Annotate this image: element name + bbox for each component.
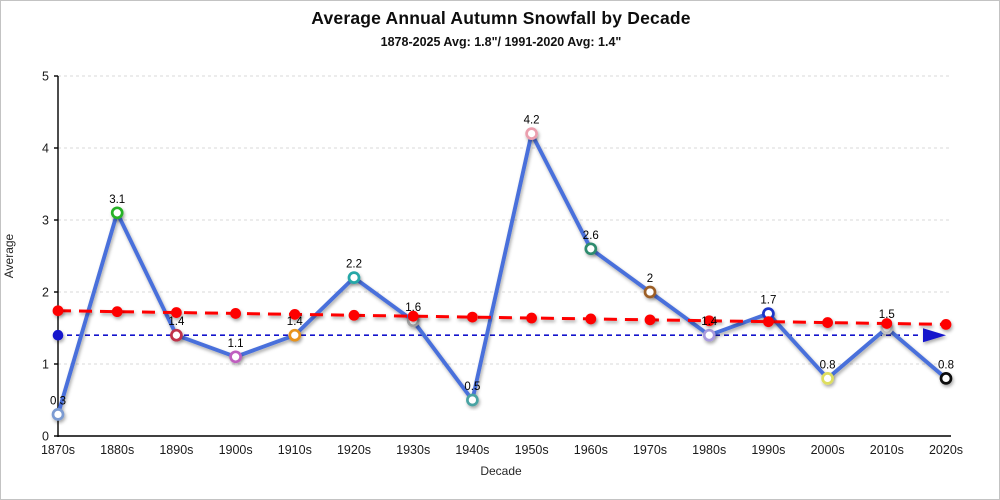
y-tick-label: 4 bbox=[42, 142, 49, 156]
x-tick-label: 1930s bbox=[396, 443, 430, 457]
x-tick-label: 1950s bbox=[515, 443, 549, 457]
trend-point bbox=[348, 309, 360, 321]
trend-point bbox=[171, 307, 182, 318]
chart-subtitle: 1878-2025 Avg: 1.8"/ 1991-2020 Avg: 1.4" bbox=[380, 35, 622, 49]
data-label: 1.4 bbox=[168, 316, 185, 328]
data-point-marker bbox=[643, 285, 657, 299]
y-tick-label: 3 bbox=[42, 214, 49, 228]
data-label: 1.4 bbox=[287, 316, 304, 328]
data-point-marker bbox=[525, 127, 538, 140]
chart-title: Average Annual Autumn Snowfall by Decade bbox=[311, 8, 691, 28]
x-tick-label: 1900s bbox=[219, 443, 253, 457]
data-point-marker bbox=[170, 328, 183, 342]
x-tick-label: 1970s bbox=[633, 443, 667, 457]
y-tick-label: 0 bbox=[42, 430, 49, 444]
series-line bbox=[56, 131, 948, 417]
x-tick-label: 1890s bbox=[159, 443, 193, 457]
trend-point bbox=[763, 316, 774, 328]
trend-point bbox=[822, 317, 833, 328]
x-axis-title: Decade bbox=[480, 464, 522, 478]
data-label: 0.8 bbox=[938, 359, 954, 371]
data-point-marker bbox=[347, 271, 361, 284]
trend-point bbox=[467, 311, 478, 323]
data-label: 0.5 bbox=[464, 381, 480, 393]
trend-line bbox=[57, 309, 947, 326]
data-point-marker bbox=[110, 206, 124, 220]
trend-point bbox=[585, 313, 597, 325]
trend-point bbox=[230, 308, 242, 319]
x-tick-label: 1910s bbox=[278, 443, 312, 457]
data-label: 1.7 bbox=[760, 295, 776, 307]
data-point-marker bbox=[584, 242, 598, 256]
trend-point bbox=[289, 308, 301, 320]
data-label: 1.4 bbox=[701, 316, 718, 328]
data-label: 0.8 bbox=[820, 359, 836, 371]
data-point-marker bbox=[51, 408, 65, 421]
data-point-marker bbox=[939, 372, 953, 385]
reference-line-arrow bbox=[923, 328, 946, 343]
x-tick-label: 1880s bbox=[100, 443, 134, 457]
data-label: 2.6 bbox=[583, 230, 599, 242]
x-tick-label: 1980s bbox=[692, 443, 726, 457]
trend-point bbox=[644, 314, 656, 326]
trend-point bbox=[52, 305, 64, 317]
x-tick-label: 2000s bbox=[811, 443, 845, 457]
data-label: 0.3 bbox=[50, 395, 66, 407]
trend-point bbox=[526, 312, 537, 324]
y-tick-label: 2 bbox=[42, 286, 49, 300]
data-label: 4.2 bbox=[524, 115, 540, 127]
data-point-marker bbox=[229, 350, 242, 364]
data-point-marker bbox=[466, 393, 479, 407]
y-tick-label: 1 bbox=[42, 358, 49, 372]
reference-line-start-dot bbox=[52, 329, 64, 341]
data-label: 2 bbox=[647, 273, 653, 285]
trend-point bbox=[703, 315, 715, 327]
x-tick-label: 1870s bbox=[41, 443, 75, 457]
data-label: 1.1 bbox=[228, 338, 244, 350]
data-point-marker bbox=[288, 328, 302, 342]
data-label: 1.6 bbox=[405, 302, 421, 314]
x-tick-label: 1990s bbox=[751, 443, 785, 457]
x-tick-label: 2020s bbox=[929, 443, 963, 457]
y-tick-label: 5 bbox=[42, 70, 49, 84]
data-point-marker bbox=[821, 372, 834, 385]
x-tick-label: 1960s bbox=[574, 443, 608, 457]
trend-point bbox=[940, 319, 952, 330]
trend-point bbox=[881, 318, 893, 329]
x-tick-label: 1940s bbox=[455, 443, 489, 457]
trend-point bbox=[111, 306, 123, 318]
data-point-marker bbox=[702, 328, 716, 342]
x-tick-label: 1920s bbox=[337, 443, 371, 457]
data-label: 3.1 bbox=[109, 194, 125, 206]
x-tick-label: 2010s bbox=[870, 443, 904, 457]
trend-point bbox=[407, 310, 419, 322]
data-label: 2.2 bbox=[346, 259, 362, 271]
data-label: 1.5 bbox=[879, 309, 895, 321]
